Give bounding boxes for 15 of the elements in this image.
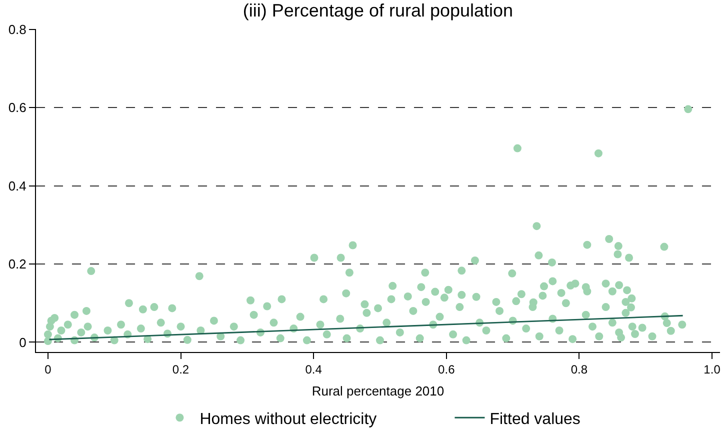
- x-tick-label: 0.4: [305, 362, 322, 376]
- y-tick-label: 0.8: [8, 22, 26, 37]
- legend-label: Fitted values: [490, 410, 580, 428]
- chart-title: (iii) Percentage of rural population: [242, 0, 514, 20]
- y-tick-label: 0: [19, 334, 26, 350]
- y-tick-label: 0.6: [8, 100, 26, 116]
- x-tick-label: 0.8: [570, 362, 588, 376]
- legend-label: Homes without electricity: [200, 410, 377, 428]
- y-tick-label: 0.4: [8, 178, 26, 194]
- x-tick-label: 0: [44, 362, 52, 376]
- x-tick-label: 0.2: [172, 362, 190, 376]
- x-axis-title: Rural percentage 2010: [312, 384, 444, 398]
- y-tick-label: 0.2: [8, 256, 26, 272]
- x-tick-label: 0.6: [438, 362, 456, 376]
- x-tick-label: 1.0: [704, 362, 721, 376]
